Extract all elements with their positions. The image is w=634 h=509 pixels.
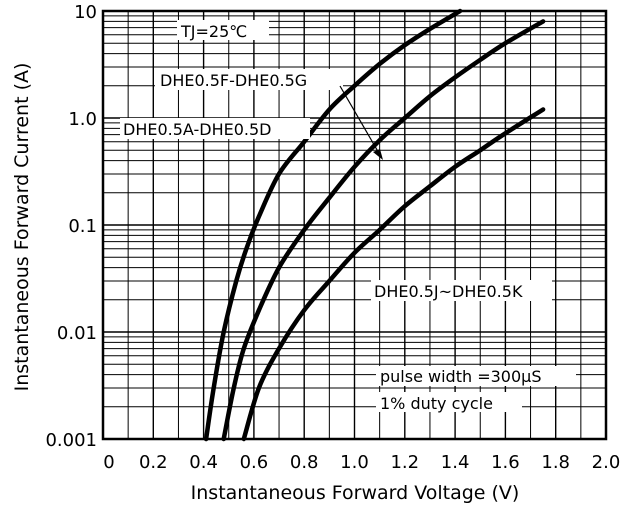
duty-cycle-label: 1% duty cycle (380, 394, 493, 413)
x-tick-label: 1.8 (541, 452, 570, 473)
x-tick-label: 0.4 (189, 452, 218, 473)
y-tick-labels: 0.001 0.01 0.1 1.0 10 (45, 2, 97, 451)
x-tick-label: 0 (103, 452, 114, 473)
x-tick-labels: 0 0.2 0.4 0.6 0.8 1.0 1.2 1.4 1.6 1.8 2.0 (103, 452, 620, 473)
x-tick-label: 0.6 (240, 452, 269, 473)
series-curve-1 (203, 8, 463, 442)
y-tick-label: 0.01 (57, 323, 97, 344)
series-jk-label-bg (371, 280, 552, 301)
x-tick-label: 2.0 (592, 452, 621, 473)
x-tick-label: 1.6 (491, 452, 520, 473)
series-layer (203, 8, 546, 442)
pulse-label-bg (376, 366, 576, 386)
tj-label-bg (177, 20, 269, 40)
x-tick-label: 0.8 (290, 452, 319, 473)
x-tick-label: 1.4 (441, 452, 470, 473)
series-fg-arrowhead (373, 149, 383, 160)
series-ad-label-bg (120, 118, 310, 139)
y-tick-label: 0.1 (68, 216, 97, 237)
series-fg-label-bg (155, 69, 343, 90)
series-curve-2 (221, 19, 546, 442)
plot-frame (101, 9, 608, 441)
series-fg-leader-line (339, 85, 381, 156)
duty-label-bg (376, 392, 522, 412)
x-tick-label: 1.2 (390, 452, 419, 473)
series-ad-label: DHE0.5A-DHE0.5D (123, 120, 272, 139)
y-tick-label: 1.0 (68, 109, 97, 130)
series-curve-3 (241, 107, 546, 442)
tj-label: TJ=25℃ (180, 22, 247, 41)
pulse-width-label: pulse width =300µS (380, 367, 541, 386)
series-jk-label: DHE0.5J~DHE0.5K (374, 282, 523, 301)
y-tick-label: 0.001 (45, 430, 97, 451)
series-fg-label: DHE0.5F-DHE0.5G (160, 71, 307, 90)
x-tick-label: 1.0 (340, 452, 369, 473)
y-axis-title: Instantaneous Forward Current (A) (11, 63, 33, 392)
x-tick-label: 0.2 (139, 452, 168, 473)
x-axis-title: Instantaneous Forward Voltage (V) (191, 482, 520, 504)
annotation-layer: TJ=25℃ DHE0.5F-DHE0.5G DHE0.5A-DHE0.5D D… (120, 20, 576, 413)
y-tick-label: 10 (74, 2, 97, 23)
